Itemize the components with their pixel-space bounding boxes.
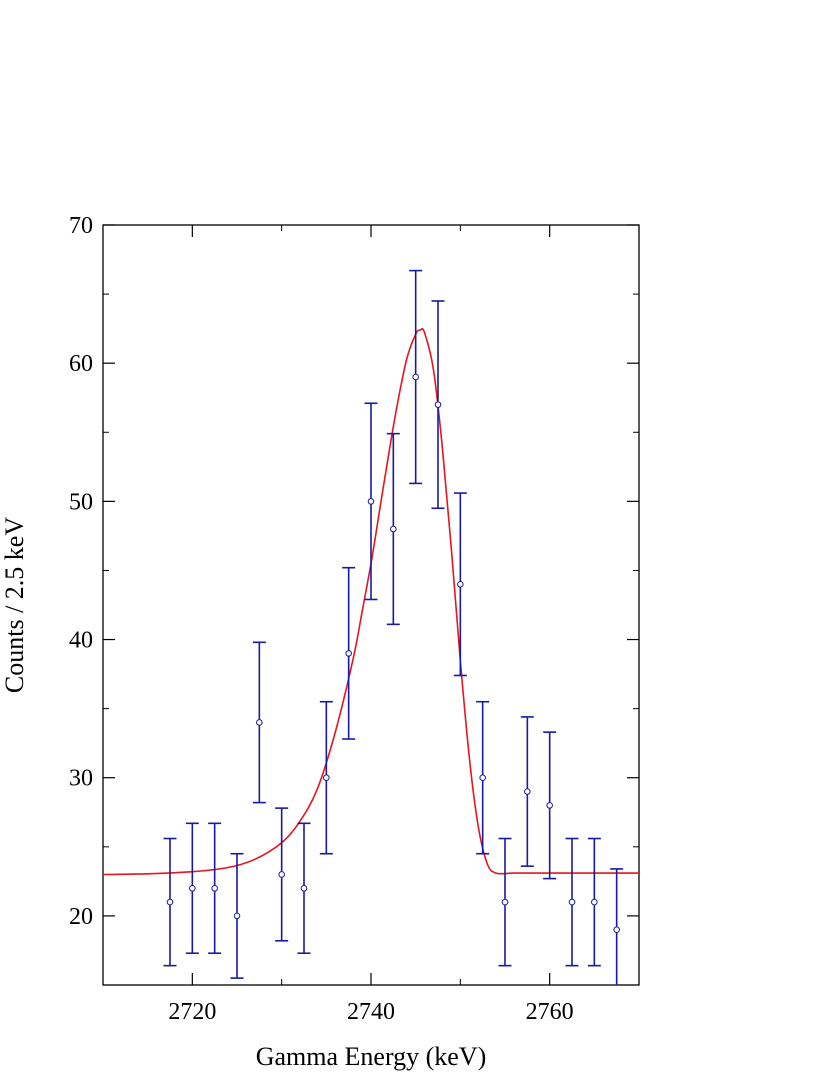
y-axis-title: Counts / 2.5 keV	[0, 517, 29, 693]
y-tick-label: 20	[69, 904, 93, 930]
data-point	[453, 492, 467, 677]
point-marker	[390, 525, 397, 533]
point-marker	[367, 498, 375, 505]
point-marker	[613, 926, 620, 934]
x-axis-title: Gamma Energy (keV)	[256, 1042, 487, 1071]
x-tick-label: 2720	[168, 999, 216, 1025]
point-marker	[211, 884, 218, 892]
point-marker	[434, 401, 442, 408]
point-marker	[345, 650, 352, 657]
data-point	[498, 837, 512, 967]
point-marker	[278, 871, 285, 878]
point-marker	[591, 898, 598, 906]
data-point	[319, 700, 333, 855]
x-tick-label: 2760	[526, 999, 574, 1025]
data-point	[565, 837, 579, 967]
data-point	[520, 716, 534, 867]
data-point	[386, 432, 400, 626]
data-point	[208, 822, 222, 955]
y-tick-label: 40	[69, 628, 93, 654]
data-point	[543, 731, 557, 880]
data-point	[476, 700, 490, 855]
data-point	[610, 868, 624, 985]
data-point	[364, 402, 378, 601]
y-tick-label: 60	[69, 351, 93, 377]
x-tick-label: 2740	[347, 999, 395, 1025]
point-marker	[546, 802, 553, 809]
y-tick-label: 30	[69, 766, 93, 792]
data-point	[342, 566, 356, 740]
point-marker	[479, 774, 486, 782]
data-point	[409, 269, 423, 485]
plot-frame	[102, 224, 640, 986]
point-marker	[412, 373, 419, 381]
data-point	[431, 300, 445, 510]
data-point	[297, 822, 311, 955]
point-marker	[233, 912, 241, 920]
axis-ticks	[103, 224, 639, 986]
point-marker	[568, 898, 576, 906]
y-tick-label: 70	[69, 213, 93, 239]
data-point	[230, 852, 244, 979]
data-point	[163, 837, 177, 967]
point-marker	[524, 788, 531, 795]
data-point	[252, 641, 266, 804]
point-marker	[457, 580, 464, 588]
y-tick-label: 50	[69, 489, 93, 515]
point-marker	[300, 884, 308, 892]
data-point	[587, 837, 601, 967]
axis-tick-labels: 20 30 40 50 60 70 2720 2740 2760	[69, 213, 574, 1025]
point-marker	[166, 898, 174, 906]
data-point	[275, 807, 289, 942]
point-marker	[501, 898, 509, 906]
point-marker	[323, 774, 330, 782]
point-marker	[189, 884, 196, 892]
data-points	[163, 269, 624, 985]
point-marker	[256, 719, 263, 726]
data-point	[185, 822, 199, 955]
